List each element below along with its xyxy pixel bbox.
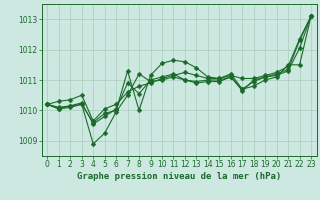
X-axis label: Graphe pression niveau de la mer (hPa): Graphe pression niveau de la mer (hPa) (77, 172, 281, 181)
